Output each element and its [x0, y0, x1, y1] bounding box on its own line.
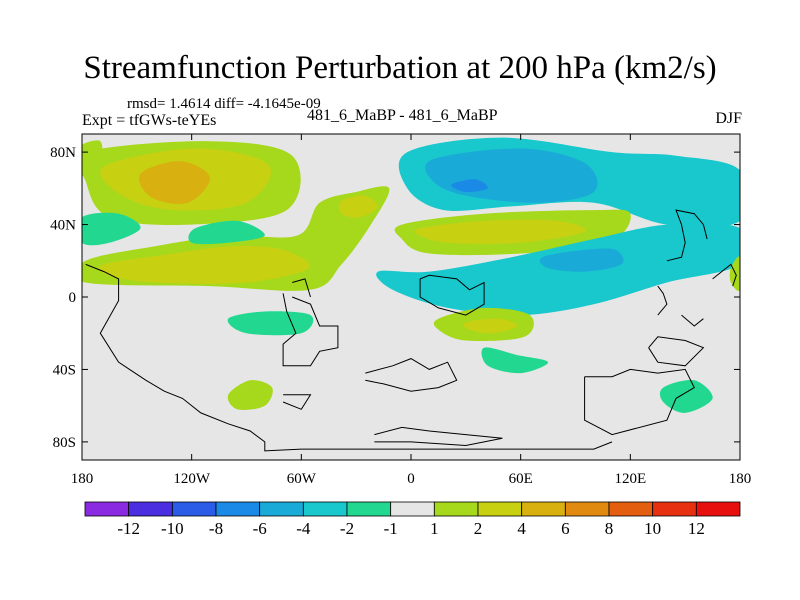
colorbar-swatch [84, 501, 130, 517]
x-tick-label: 60W [287, 471, 317, 487]
colorbar-label: -12 [117, 519, 140, 538]
colorbar-swatch [302, 501, 348, 517]
chart-title: Streamfunction Perturbation at 200 hPa (… [83, 50, 717, 86]
colorbar-label: -2 [340, 519, 354, 538]
y-tick-label: 0 [69, 290, 77, 306]
coastline-9 [666, 209, 708, 262]
coastline-11 [657, 285, 668, 316]
colorbar-swatch [695, 501, 741, 517]
coastline-3 [365, 358, 458, 392]
contour-region-7 [188, 220, 265, 245]
case-label: 481_6_MaBP - 481_6_MaBP [307, 107, 498, 124]
y-tick-label: 80N [50, 145, 76, 161]
coastline-6 [282, 394, 312, 410]
colorbar-swatch [128, 501, 173, 517]
colorbar-label: -6 [253, 519, 267, 538]
x-tick-label: 120W [173, 471, 211, 487]
axes: 180 120W 60W 0 60E 120E 180 80N 40N 0 40S 80S [50, 134, 751, 487]
stats-label: rmsd= 1.4614 diff= -4.1645e-09 [127, 96, 321, 112]
colorbar-swatch [608, 501, 654, 517]
colorbar-label: 10 [644, 519, 661, 538]
contour-region-4 [98, 246, 310, 284]
coastline-0 [85, 263, 613, 452]
coastline-4 [419, 274, 485, 316]
colorbar: -12 -10 -8 -6 -4 -2 -1 1 2 4 6 8 10 12 [84, 501, 741, 538]
x-tick-label: 0 [407, 471, 415, 487]
contour-region-17 [227, 311, 314, 336]
season-label: DJF [715, 110, 742, 127]
colorbar-label: -10 [161, 519, 184, 538]
contour-region-14 [539, 248, 624, 272]
colorbar-swatch [564, 501, 610, 517]
contour-region-19 [227, 380, 273, 411]
coastline-1 [282, 293, 339, 367]
contour-region-18 [481, 347, 549, 374]
contour-region-21 [82, 140, 103, 161]
colorbar-swatch [259, 501, 304, 517]
colorbar-swatch [433, 501, 479, 517]
colorbar-label: 8 [605, 519, 614, 538]
colorbar-label: -1 [384, 519, 398, 538]
colorbar-label: 6 [561, 519, 570, 538]
colorbar-swatch [215, 501, 261, 517]
colorbar-swatch [521, 501, 566, 517]
coastline-8 [648, 336, 705, 367]
coastline-12 [681, 314, 704, 327]
experiment-label: Expt = tfGWs-teYEs [82, 112, 217, 129]
x-tick-label: 120E [614, 471, 646, 487]
contour-region-22 [729, 256, 740, 291]
contour-region-2 [138, 161, 210, 205]
x-tick-label: 180 [729, 471, 752, 487]
coastline-10 [712, 263, 737, 287]
colorbar-swatch [390, 501, 435, 517]
contour-regions [82, 137, 740, 413]
colorbar-label: 2 [474, 519, 483, 538]
contour-region-16 [463, 318, 518, 334]
colorbar-label: 4 [517, 519, 526, 538]
coastline-2 [292, 278, 311, 298]
coastline-5 [374, 426, 503, 447]
contour-region-5 [339, 195, 379, 218]
colorbar-label: 1 [430, 519, 439, 538]
coastlines [85, 209, 737, 452]
coastline-7 [584, 368, 695, 436]
y-tick-label: 80S [53, 435, 76, 451]
colorbar-label: -8 [209, 519, 223, 538]
colorbar-swatch [346, 501, 392, 517]
colorbar-swatch [171, 501, 217, 517]
contour-region-10 [451, 179, 488, 193]
contour-region-6 [82, 212, 141, 246]
colorbar-label: -4 [296, 519, 311, 538]
colorbar-label: 12 [688, 519, 705, 538]
y-tick-label: 40N [50, 218, 76, 234]
colorbar-swatch [652, 501, 697, 517]
x-tick-label: 180 [71, 471, 94, 487]
y-tick-label: 40S [53, 362, 76, 378]
x-tick-label: 60E [509, 471, 533, 487]
contour-region-12 [414, 219, 586, 244]
colorbar-swatch [477, 501, 523, 517]
